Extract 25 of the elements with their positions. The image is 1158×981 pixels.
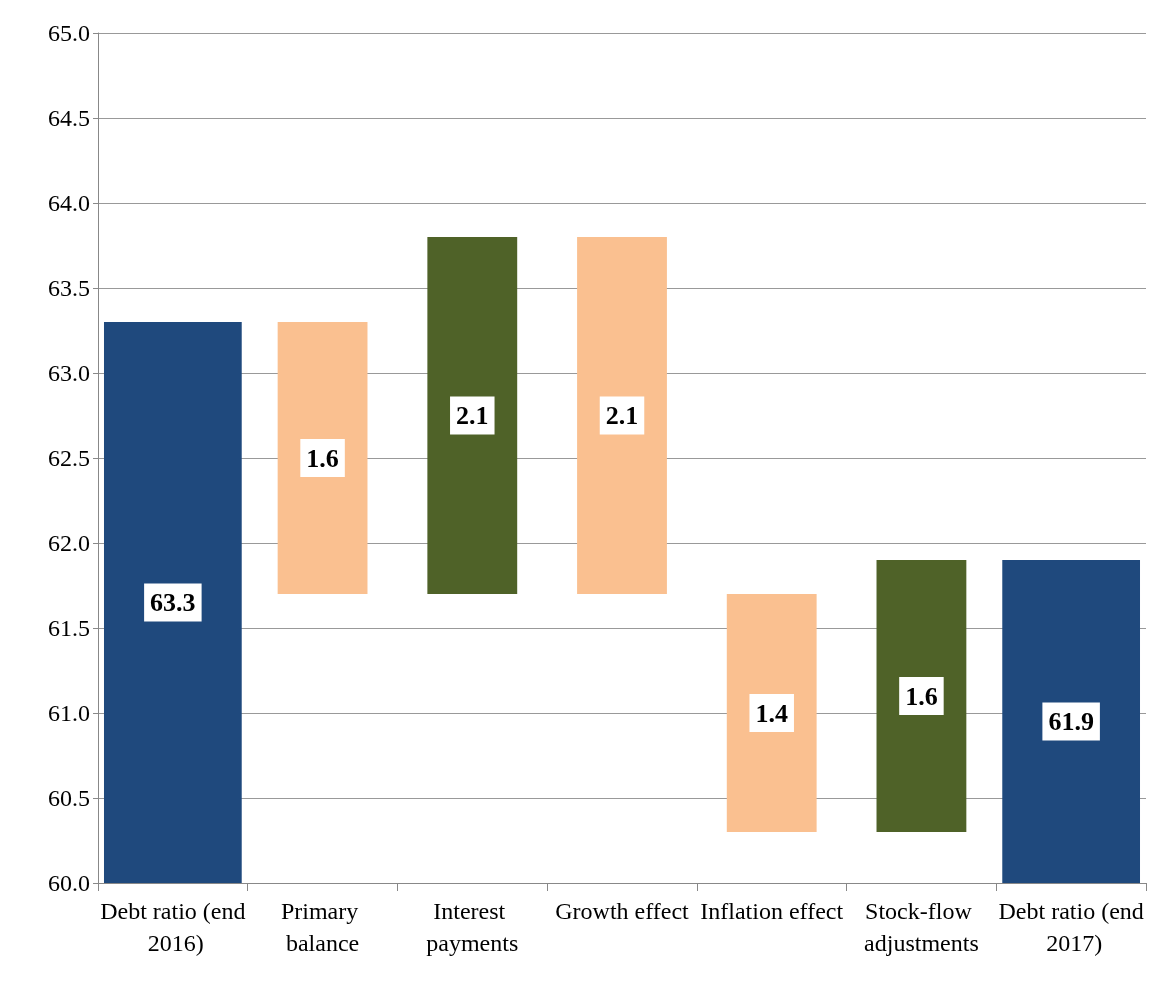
data-label: 2.1 bbox=[605, 401, 639, 430]
y-tick-label: 64.5 bbox=[48, 105, 90, 131]
x-tick-label: Debt ratio (end 2017) bbox=[998, 898, 1144, 956]
x-tick-label: Inflation effect bbox=[700, 898, 844, 924]
data-label: 2.1 bbox=[456, 401, 489, 430]
data-label: 63.3 bbox=[150, 588, 196, 617]
y-tick-label: 65.0 bbox=[48, 20, 90, 46]
y-tick-label: 62.5 bbox=[48, 445, 90, 471]
y-tick-label: 64.0 bbox=[48, 190, 90, 216]
y-tick-label: 60.5 bbox=[48, 785, 90, 811]
data-label: 1.6 bbox=[306, 443, 339, 473]
data-label: 61.9 bbox=[1048, 707, 1094, 736]
y-tick-label: 61.0 bbox=[48, 700, 90, 726]
x-tick-label: Primary balance bbox=[280, 898, 365, 956]
y-tick-label: 63.0 bbox=[48, 360, 90, 386]
y-tick-label: 61.5 bbox=[48, 615, 90, 641]
data-label: 1.6 bbox=[905, 681, 938, 711]
y-tick-label: 60.0 bbox=[48, 870, 90, 896]
y-tick-label: 62.0 bbox=[48, 530, 90, 556]
x-tick-label: Interest payments bbox=[426, 898, 519, 956]
x-tick-label: Stock-flow adjustments bbox=[864, 898, 979, 956]
data-label: 1.4 bbox=[755, 698, 788, 728]
y-tick-label: 63.5 bbox=[48, 275, 90, 301]
x-tick-label: Growth effect bbox=[555, 898, 690, 924]
x-tick-label: Debt ratio (end 2016) bbox=[100, 898, 246, 956]
